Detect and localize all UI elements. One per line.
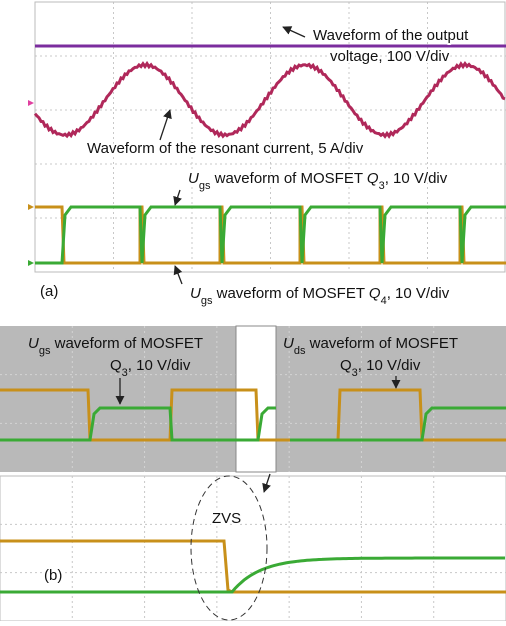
annotation-symbol: U — [190, 285, 201, 302]
annotation-text: , 10 V/div — [128, 357, 191, 374]
annotation: Waveform of the output — [313, 27, 469, 44]
panel-label: (b) — [44, 567, 62, 584]
annotation: Ugs waveform of MOSFET Q4, 10 V/div — [190, 285, 450, 307]
arrow — [175, 190, 180, 205]
annotation: Waveform of the resonant current, 5 A/di… — [87, 140, 364, 157]
channel-marker — [28, 100, 34, 106]
annotation-text: voltage, 100 V/div — [330, 48, 450, 65]
arrow — [160, 110, 170, 140]
annotation-text: Q — [340, 357, 352, 374]
annotation: Ugs waveform of MOSFET Q3, 10 V/div — [188, 170, 448, 192]
channel-marker — [28, 260, 34, 266]
arrow — [283, 27, 305, 37]
channel-marker — [28, 204, 34, 210]
resonant-current-trace — [35, 64, 505, 137]
annotation-symbol: U — [28, 335, 39, 352]
arrow — [175, 266, 182, 284]
gate-q3-trace — [35, 207, 506, 263]
annotation-text: Waveform of the resonant current, 5 A/di… — [87, 140, 364, 157]
annotation-text: , 10 V/div — [358, 357, 421, 374]
figure: (a) (b) Waveform of the output voltage, 1… — [0, 0, 506, 621]
annotation-symbol: U — [188, 170, 199, 187]
annotation-text: Waveform of the output — [313, 27, 469, 44]
annotation-text: ZVS — [212, 510, 241, 527]
annotation-symbol: Q — [367, 170, 379, 187]
panel-label: (a) — [40, 283, 58, 300]
annotation-text: , 10 V/div — [387, 285, 450, 302]
annotation-subscript: ds — [294, 345, 306, 357]
annotation-symbol: Q — [369, 285, 381, 302]
annotation-subscript: gs — [199, 180, 211, 192]
annotation: voltage, 100 V/div — [330, 48, 450, 65]
annotation-subscript: gs — [201, 295, 213, 307]
annotation-text: waveform of MOSFET — [212, 285, 368, 302]
annotation-subscript: gs — [39, 345, 51, 357]
annotation-text: , 10 V/div — [385, 170, 448, 187]
scope-screen-b-bottom — [0, 476, 506, 621]
annotation-text: Q — [110, 357, 122, 374]
annotation-symbol: U — [283, 335, 294, 352]
annotation-text: waveform of MOSFET — [305, 335, 458, 352]
annotation-text: waveform of MOSFET — [210, 170, 366, 187]
annotation: ZVS — [212, 510, 241, 527]
annotation-text: waveform of MOSFET — [50, 335, 203, 352]
gate-q4-trace — [35, 207, 506, 263]
